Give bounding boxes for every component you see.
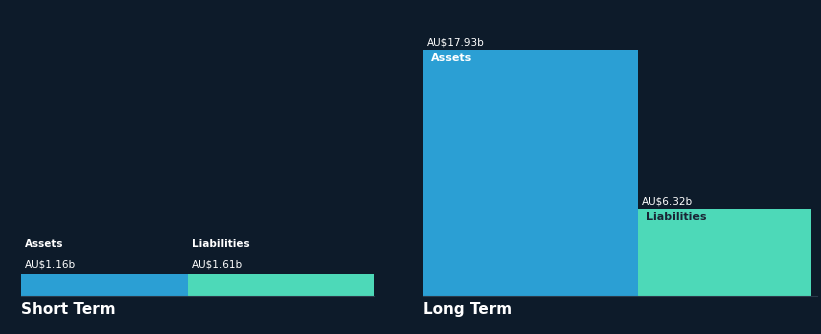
Bar bbox=[21, 274, 188, 296]
Text: AU$17.93b: AU$17.93b bbox=[427, 37, 484, 47]
Text: AU$6.32b: AU$6.32b bbox=[642, 196, 693, 206]
Text: Long Term: Long Term bbox=[423, 302, 512, 317]
Text: Assets: Assets bbox=[431, 53, 472, 63]
Text: Assets: Assets bbox=[25, 238, 63, 248]
Text: Short Term: Short Term bbox=[21, 302, 115, 317]
Text: Liabilities: Liabilities bbox=[192, 238, 250, 248]
Bar bbox=[638, 209, 811, 296]
Text: Liabilities: Liabilities bbox=[646, 212, 706, 222]
Text: AU$1.16b: AU$1.16b bbox=[25, 259, 76, 269]
Bar bbox=[188, 274, 374, 296]
Bar bbox=[423, 50, 638, 296]
Text: AU$1.61b: AU$1.61b bbox=[192, 259, 244, 269]
